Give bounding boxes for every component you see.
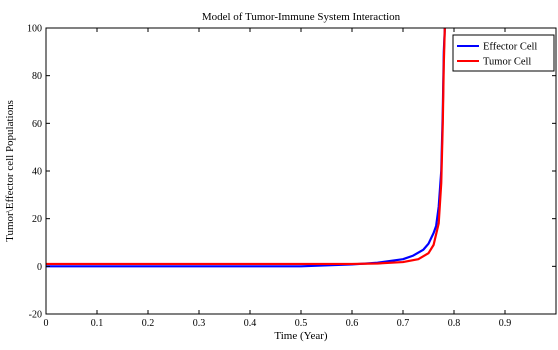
legend: Effector Cell Tumor Cell — [452, 34, 555, 72]
y-tick-label: 100 — [27, 24, 42, 35]
x-tick-label: 0.7 — [397, 318, 410, 329]
series-layer — [46, 28, 446, 268]
x-tick-label: 0.4 — [244, 318, 257, 329]
x-axis-title: Time (Year) — [274, 330, 328, 342]
y-tick-label: 60 — [32, 119, 42, 130]
x-tick-label: 0.2 — [142, 318, 155, 329]
axes-layer: 0 0.1 0.2 0.3 0.4 0.5 0.6 0.7 0.8 0.9-20020406080… — [27, 24, 557, 329]
x-tick-label: 0.3 — [193, 318, 206, 329]
x-tick-label: 0.1 — [91, 318, 104, 329]
legend-label-1: Effector Cell — [483, 42, 537, 53]
x-tick-label: 0.9 — [499, 318, 512, 329]
y-tick-label: 20 — [32, 214, 42, 225]
x-tick-label: 0 — [44, 318, 49, 329]
x-tick-label: 0.8 — [448, 318, 461, 329]
legend-box — [452, 34, 555, 72]
y-tick-label: 40 — [32, 167, 42, 178]
x-tick-label: 0.6 — [346, 318, 359, 329]
chart-title: Model of Tumor-Immune System Interaction — [202, 11, 401, 23]
y-tick-label: 0 — [37, 262, 42, 273]
series-line-2 — [46, 28, 446, 266]
y-tick-label: 80 — [32, 71, 42, 82]
y-tick-label: -20 — [29, 310, 42, 321]
y-axis-title: Tumor\Effector cell Populations — [4, 100, 16, 242]
legend-label-2: Tumor Cell — [483, 57, 531, 68]
x-tick-label: 0.5 — [295, 318, 308, 329]
